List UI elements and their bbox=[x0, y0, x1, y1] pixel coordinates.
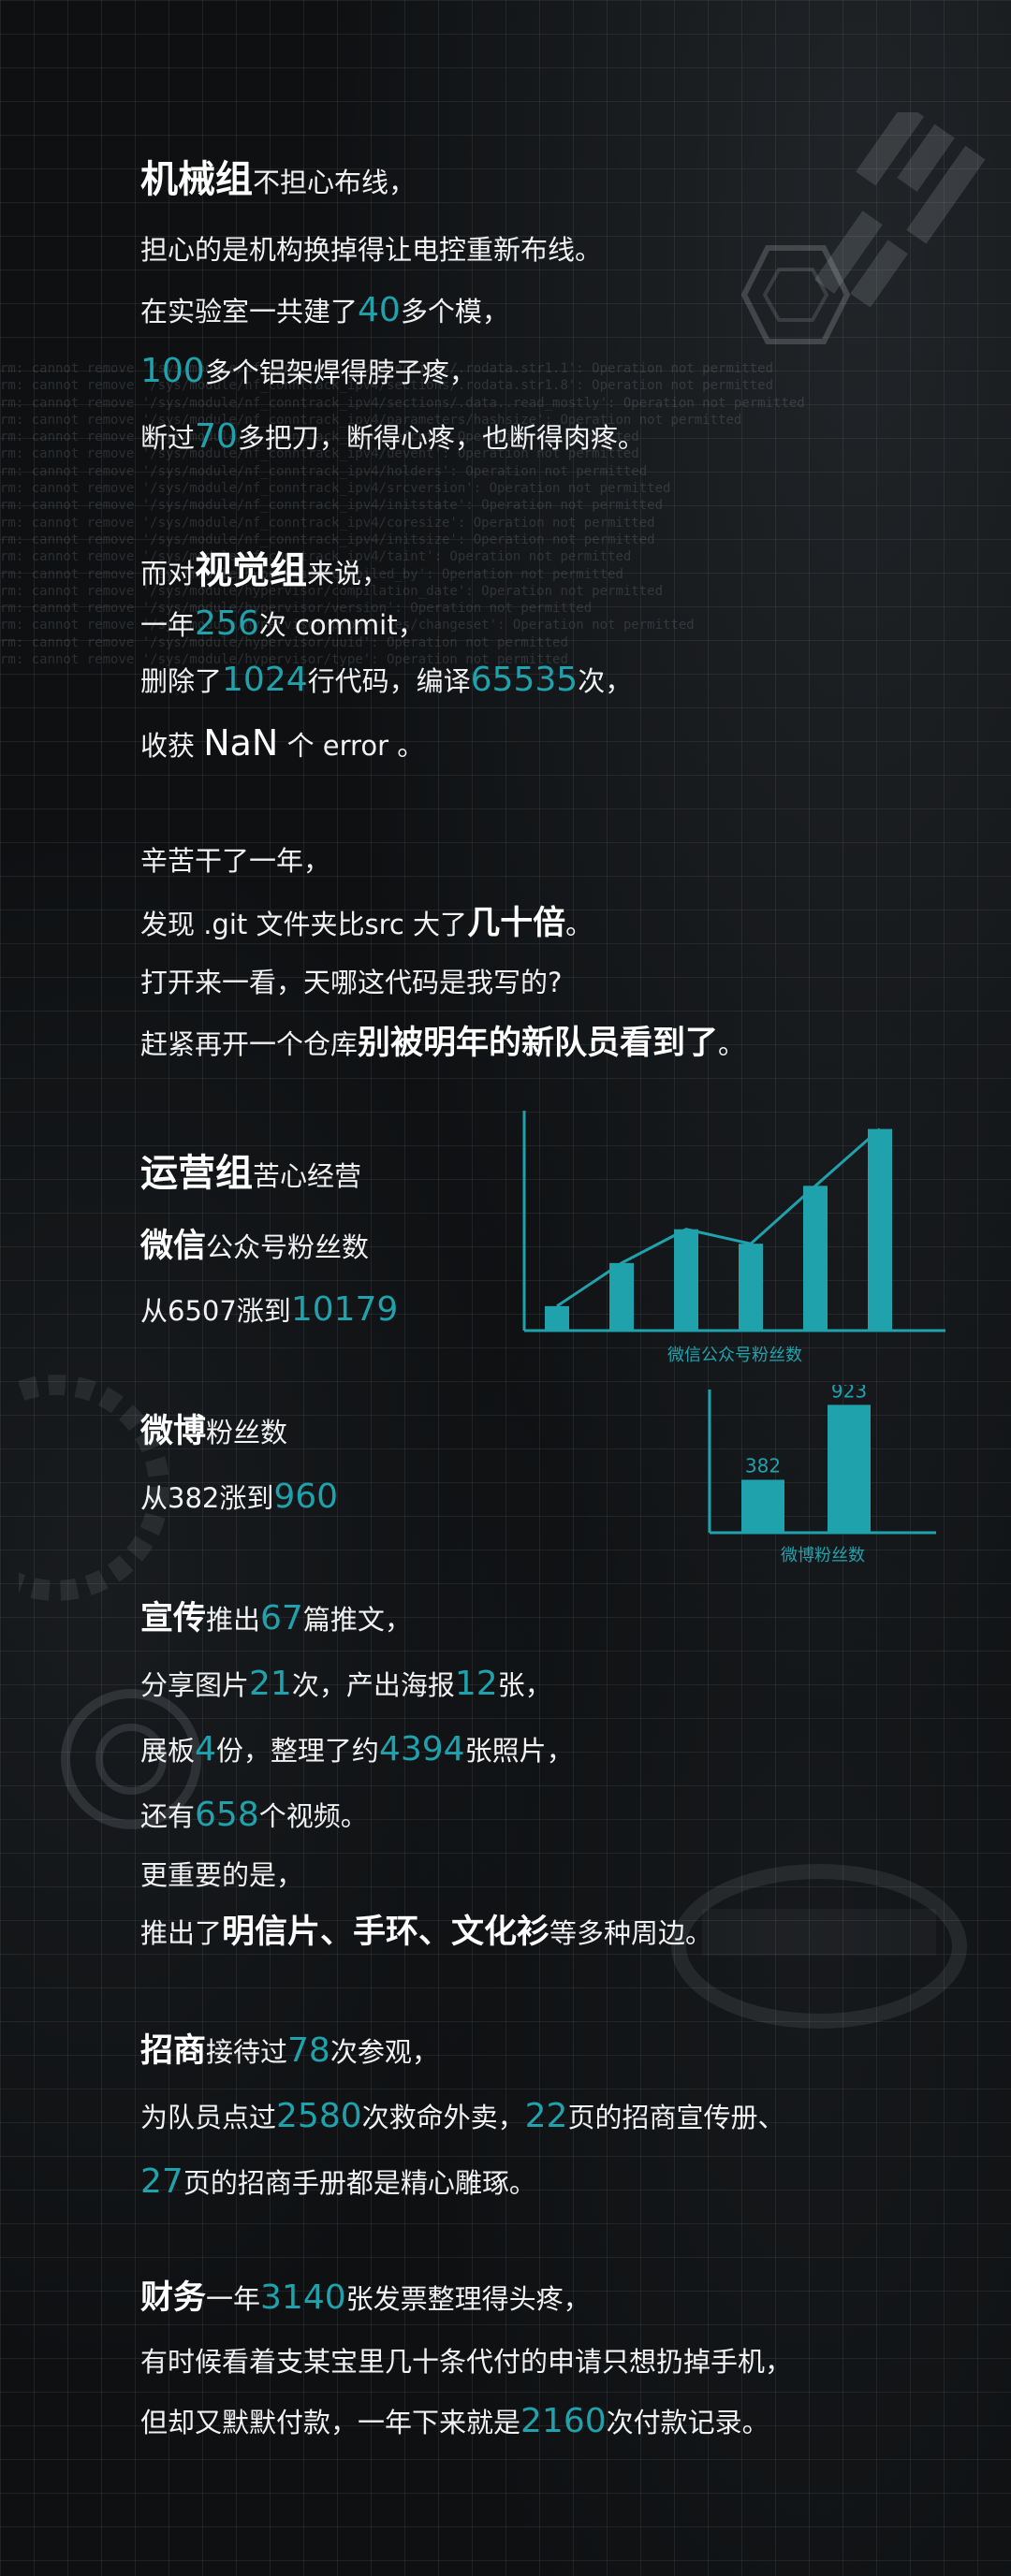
mech-line-2: 担心的是机构换掉得让电控重新布线。 bbox=[140, 234, 603, 266]
fin-heading: 财务 bbox=[140, 2279, 207, 2317]
biz-line-2: 为队员点过2580次救命外卖，22页的招商宣传册、 bbox=[140, 2097, 785, 2135]
biz-heading: 招商 bbox=[140, 2032, 207, 2070]
promo-line-3: 展板4份，整理了约4394张照片， bbox=[140, 1730, 574, 1768]
biz-line-3: 27页的招商手册都是精心雕琢。 bbox=[140, 2162, 536, 2201]
mech-heading: 机械组 bbox=[140, 158, 253, 201]
decorative-hexagon bbox=[740, 245, 851, 344]
promo-line-5: 更重要的是， bbox=[140, 1859, 304, 1891]
bar-value-label-1: 382 bbox=[745, 1454, 781, 1477]
bar-1 bbox=[741, 1479, 784, 1533]
vision-line-4: 收获 NaN 个 error 。 bbox=[140, 722, 425, 764]
hard-line-4: 赶紧再开一个仓库别被明年的新队员看到了。 bbox=[140, 1025, 746, 1062]
bar-1 bbox=[545, 1305, 569, 1331]
weibo-heading: 微博 bbox=[140, 1413, 207, 1450]
trend-line bbox=[556, 1128, 881, 1308]
hard-line-1: 辛苦干了一年， bbox=[140, 845, 331, 877]
bar-4 bbox=[739, 1244, 763, 1331]
bar-value-label-2: 923 bbox=[831, 1385, 867, 1402]
bar-2 bbox=[609, 1262, 634, 1331]
ops-line-3: 从6507涨到10179 bbox=[140, 1290, 399, 1329]
bar-6 bbox=[868, 1128, 892, 1331]
wechat-fans-chart: 微信公众号粉丝数 bbox=[522, 1111, 945, 1365]
mech-line-1: 机械组不担心布线， bbox=[140, 158, 417, 201]
promo-line-1: 宣传推出67篇推文， bbox=[140, 1599, 412, 1637]
vision-line-1: 而对视觉组来说， bbox=[140, 549, 389, 592]
promo-heading: 宣传 bbox=[140, 1600, 207, 1637]
ops-line-4: 微博粉丝数 bbox=[140, 1413, 288, 1450]
ops-line-2: 微信公众号粉丝数 bbox=[140, 1228, 370, 1265]
vision-heading: 视觉组 bbox=[195, 549, 308, 592]
vision-line-2: 一年256次 commit， bbox=[140, 604, 425, 643]
fin-line-2: 有时候看着支某宝里几十条代付的申请只想扔掉手机， bbox=[140, 2346, 793, 2378]
hard-line-2: 发现 .git 文件夹比src 大了几十倍。 bbox=[140, 905, 593, 942]
biz-line-1: 招商接待过78次参观， bbox=[140, 2031, 439, 2070]
mech-line-4: 100多个铝架焊得脖子疼， bbox=[140, 352, 476, 390]
bar-3 bbox=[674, 1229, 698, 1331]
ops-heading: 运营组 bbox=[140, 1152, 253, 1195]
fin-line-1: 财务一年3140张发票整理得头疼， bbox=[140, 2278, 591, 2317]
mech-line-5: 断过70多把刀，断得心疼，也断得肉疼。 bbox=[140, 417, 645, 456]
hard-line-3: 打开来一看，天哪这代码是我写的? bbox=[140, 967, 563, 998]
promo-line-2: 分享图片21次，产出海报12张， bbox=[140, 1665, 552, 1703]
decorative-terminal-log: rm: cannot remove '/sys/module/nf_conntr… bbox=[0, 361, 805, 668]
bar-2 bbox=[828, 1404, 871, 1533]
decorative-tech-bars bbox=[813, 112, 986, 308]
wechat-heading: 微信 bbox=[140, 1228, 207, 1265]
ops-line-5: 从382涨到960 bbox=[140, 1477, 339, 1516]
mech-line-3: 在实验室一共建了40多个模， bbox=[140, 291, 509, 329]
promo-line-6: 推出了明信片、手环、文化衫等多种周边。 bbox=[140, 1914, 713, 1951]
bar-5 bbox=[803, 1186, 828, 1331]
chart-title: 微信公众号粉丝数 bbox=[667, 1346, 802, 1365]
promo-line-4: 还有658个视频。 bbox=[140, 1796, 368, 1834]
nan-text: NaN bbox=[203, 722, 279, 764]
fin-line-3: 但却又默默付款，一年下来就是2160次付款记录。 bbox=[140, 2402, 769, 2440]
chart-title: 微博粉丝数 bbox=[781, 1546, 865, 1565]
vision-line-3: 删除了1024行代码，编译65535次， bbox=[140, 661, 633, 699]
ops-line-1: 运营组苦心经营 bbox=[140, 1152, 362, 1195]
weibo-fans-chart: 382 923 微博粉丝数 bbox=[708, 1385, 936, 1565]
